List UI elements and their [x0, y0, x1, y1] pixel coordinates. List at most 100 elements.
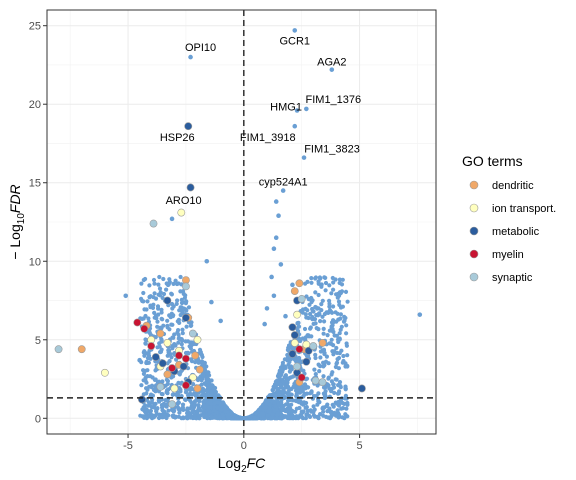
gene-point	[278, 415, 283, 421]
gene-point	[225, 413, 231, 418]
gene-point	[341, 319, 347, 324]
gene-point	[303, 416, 308, 421]
gene-point	[417, 312, 423, 317]
gene-point	[337, 351, 342, 356]
gene-point	[191, 382, 196, 387]
gene-point	[343, 289, 349, 294]
gene-point	[209, 389, 214, 394]
background-points-cloud	[138, 274, 350, 421]
gene-point	[289, 364, 294, 369]
gene-point	[290, 346, 295, 351]
y-tick-label: 25	[29, 21, 41, 33]
x-axis-title: Log2FC	[218, 455, 266, 475]
gene-point	[180, 338, 185, 343]
gene-point	[176, 380, 181, 385]
gene-point	[141, 371, 146, 376]
go-point-synaptic	[156, 382, 165, 391]
gene-point	[269, 274, 274, 280]
gene-point	[146, 316, 151, 321]
y-tick-label: 20	[29, 99, 41, 111]
go-point-metabolic	[151, 353, 160, 361]
go-point-myelin	[133, 318, 142, 327]
gene-point	[152, 281, 157, 286]
go-point-synaptic	[149, 219, 158, 228]
gene-point	[144, 408, 149, 413]
y-axis-ticks: 0 5 10 15 20 25	[29, 21, 47, 425]
gene-point	[176, 336, 181, 341]
gene-point	[266, 408, 272, 414]
gene-point	[258, 405, 263, 410]
gene-point	[337, 293, 342, 298]
gene-point	[275, 411, 280, 416]
gene-point	[158, 349, 164, 354]
gene-point	[324, 404, 329, 409]
gene-point	[281, 403, 286, 408]
gene-point	[283, 313, 288, 319]
go-point-synaptic	[311, 376, 320, 385]
go-point-ion-transport	[170, 384, 179, 393]
go-point-metabolic	[163, 296, 172, 305]
gene-point	[205, 370, 211, 375]
gene-point	[336, 391, 341, 396]
gene-point	[335, 311, 340, 316]
y-axis-title: − Log10FDR	[7, 184, 27, 259]
gene-point	[309, 280, 314, 285]
gene-point	[144, 307, 149, 312]
gene-point	[303, 281, 308, 286]
gene-point	[313, 355, 318, 361]
gene-point	[302, 382, 308, 387]
gene-point	[169, 216, 175, 222]
gene-point	[264, 306, 270, 311]
x-axis-title-italic: FC	[247, 455, 267, 471]
gene-point	[165, 388, 170, 393]
gene-point	[211, 401, 217, 406]
gene-point	[169, 291, 174, 296]
gene-point	[321, 374, 326, 379]
gene-point	[332, 333, 337, 338]
gene-point	[312, 407, 317, 412]
gene-point	[315, 383, 320, 388]
go-point-ion-transport	[163, 339, 172, 347]
gene-point	[321, 406, 326, 411]
gene-point	[185, 350, 190, 355]
gene-point	[281, 379, 286, 384]
gene-point	[304, 106, 309, 112]
gene-point	[264, 404, 269, 410]
gene-point	[328, 416, 333, 421]
gene-point	[337, 331, 342, 336]
gene-point	[140, 316, 145, 321]
gene-point	[276, 213, 281, 219]
gene-point	[211, 408, 217, 413]
gene-point	[309, 389, 314, 394]
gene-point	[283, 365, 288, 370]
gene-point	[311, 309, 316, 314]
gene-point	[149, 392, 154, 397]
gene-point	[146, 400, 151, 405]
y-tick-label: 0	[35, 413, 41, 425]
go-point-myelin	[182, 354, 190, 363]
y-tick-label: 5	[35, 335, 41, 347]
gene-point	[343, 386, 348, 391]
gene-point	[321, 364, 326, 369]
gene-point	[163, 398, 168, 403]
gene-point	[157, 399, 162, 404]
gene-point	[183, 301, 188, 306]
gene-point	[203, 413, 208, 418]
gene-point	[319, 284, 324, 289]
y-axis-title-subscript: 10	[16, 213, 27, 225]
gene-point	[335, 408, 340, 413]
gene-point	[316, 391, 321, 396]
gene-point	[312, 414, 317, 419]
gene-point	[336, 383, 341, 388]
go-point-synaptic	[309, 342, 318, 350]
gene-point	[185, 339, 191, 344]
gene-point	[176, 340, 181, 345]
gene-point	[144, 391, 149, 396]
gene-point	[189, 385, 194, 390]
gene-point	[166, 413, 171, 418]
legend-label: dendritic	[492, 180, 534, 192]
gene-point	[296, 320, 301, 325]
gene-point	[303, 405, 308, 410]
gene-point	[322, 351, 327, 357]
gene-point	[308, 311, 313, 317]
